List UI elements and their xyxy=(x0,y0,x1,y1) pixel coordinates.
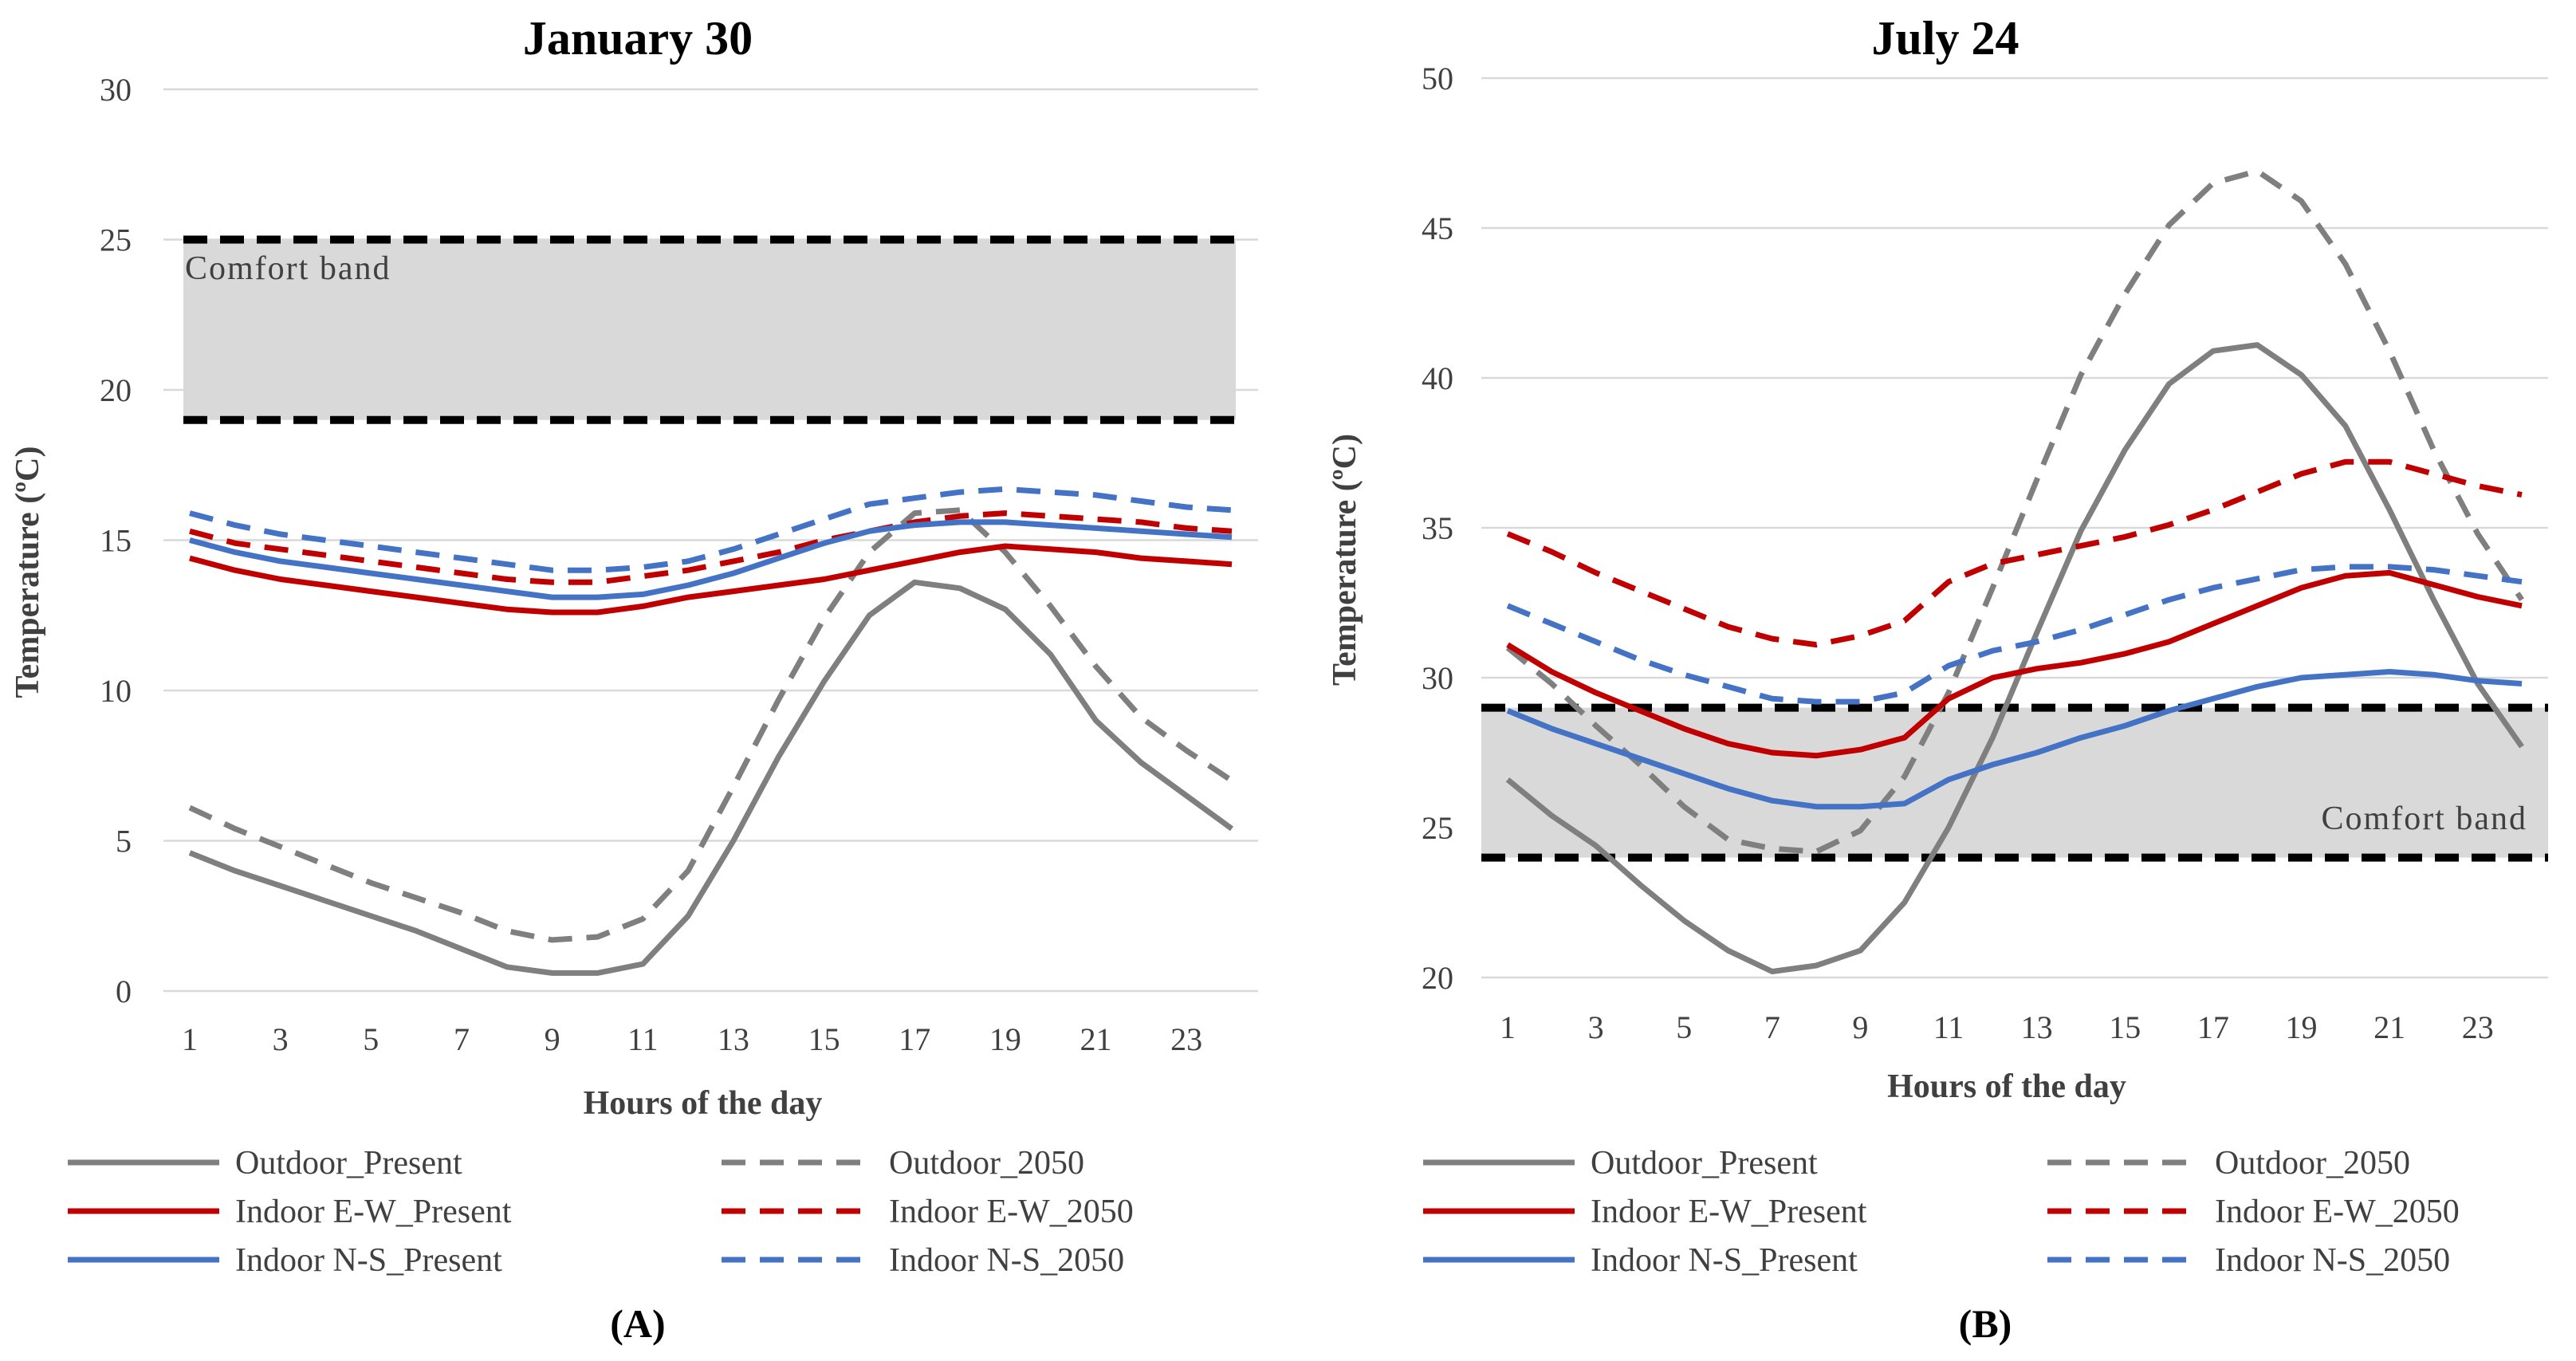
x-tick-label: 13 xyxy=(2021,1009,2053,1045)
y-tick-label: 45 xyxy=(1422,210,1453,246)
legend-label: Outdoor_Present xyxy=(1591,1145,1818,1182)
legend-label: Indoor E-W_2050 xyxy=(2215,1194,2460,1230)
legend-label: Indoor E-W_2050 xyxy=(889,1194,1134,1230)
x-tick-label: 15 xyxy=(808,1021,840,1057)
x-tick-label: 21 xyxy=(2373,1009,2405,1045)
series-line-outdoor-present xyxy=(188,579,1234,976)
y-tick-label: 20 xyxy=(100,372,132,408)
x-tick-label: 11 xyxy=(1933,1009,1964,1045)
x-tick-label: 23 xyxy=(2462,1009,2494,1045)
legend-label: Indoor N-S_2050 xyxy=(2215,1242,2450,1279)
x-tick-label: 17 xyxy=(899,1021,930,1057)
y-tick-label: 50 xyxy=(1422,61,1453,96)
x-tick-label: 1 xyxy=(182,1021,198,1057)
series-line-outdoor-2050 xyxy=(188,507,1233,943)
y-tick-label: 30 xyxy=(100,72,132,108)
x-tick-label: 17 xyxy=(2197,1009,2229,1045)
series-line-outdoor-present xyxy=(1505,342,2524,974)
legend-label: Indoor N-S_2050 xyxy=(889,1242,1124,1279)
panel-label: (B) xyxy=(1959,1301,2012,1346)
legend-label: Indoor E-W_Present xyxy=(1591,1194,1867,1230)
x-tick-label: 15 xyxy=(2109,1009,2141,1045)
comfort-band-label: Comfort band xyxy=(2322,800,2527,837)
y-tick-label: 0 xyxy=(116,974,132,1009)
x-tick-label: 19 xyxy=(2285,1009,2317,1045)
x-tick-label: 21 xyxy=(1080,1021,1112,1057)
legend-label: Indoor N-S_Present xyxy=(1591,1242,1858,1279)
x-tick-label: 7 xyxy=(454,1021,470,1057)
y-axis-label: Temperature (ºC) xyxy=(10,446,46,698)
legend-label: Outdoor_2050 xyxy=(889,1145,1084,1182)
series-line-indoor-n-s-2050 xyxy=(1506,564,2523,705)
series-line-indoor-n-s-present xyxy=(189,519,1233,600)
series-line-indoor-e-w-present xyxy=(1506,569,2523,759)
series-line-outdoor-2050 xyxy=(1505,168,2524,855)
legend-label: Outdoor_Present xyxy=(235,1145,462,1182)
x-axis-label: Hours of the day xyxy=(584,1085,823,1122)
comfort-band-label: Comfort band xyxy=(185,250,391,287)
x-tick-label: 9 xyxy=(1852,1009,1868,1045)
y-tick-label: 25 xyxy=(1422,810,1453,846)
panel-label: (A) xyxy=(610,1301,665,1346)
series-line-indoor-e-w-2050 xyxy=(1506,458,2523,648)
x-tick-label: 23 xyxy=(1170,1021,1202,1057)
y-tick-label: 35 xyxy=(1422,510,1453,546)
legend-label: Indoor E-W_Present xyxy=(235,1194,512,1230)
series-line-indoor-n-s-2050 xyxy=(189,486,1233,573)
x-tick-label: 3 xyxy=(1588,1009,1604,1045)
legend-label: Indoor N-S_Present xyxy=(235,1242,502,1279)
y-tick-label: 5 xyxy=(116,824,132,859)
y-tick-label: 40 xyxy=(1422,360,1453,396)
x-tick-label: 3 xyxy=(273,1021,289,1057)
x-tick-label: 9 xyxy=(545,1021,560,1057)
series-line-indoor-e-w-present xyxy=(189,543,1233,616)
y-tick-label: 10 xyxy=(100,673,132,709)
y-tick-label: 20 xyxy=(1422,960,1453,996)
series-line-indoor-n-s-present xyxy=(1506,669,2523,810)
chart-title: January 30 xyxy=(523,12,753,65)
x-tick-label: 1 xyxy=(1500,1009,1516,1045)
x-tick-label: 19 xyxy=(989,1021,1021,1057)
y-axis-label: Temperature (ºC) xyxy=(1327,434,1363,686)
x-tick-label: 5 xyxy=(363,1021,379,1057)
x-axis-label: Hours of the day xyxy=(1887,1068,2126,1105)
y-tick-label: 30 xyxy=(1422,660,1453,696)
y-tick-label: 15 xyxy=(100,523,132,559)
x-tick-label: 11 xyxy=(627,1021,659,1057)
x-tick-label: 13 xyxy=(718,1021,749,1057)
series-line-indoor-e-w-2050 xyxy=(189,510,1233,585)
y-tick-label: 25 xyxy=(100,222,132,258)
legend-label: Outdoor_2050 xyxy=(2215,1145,2410,1182)
x-tick-label: 5 xyxy=(1676,1009,1692,1045)
chart-title: July 24 xyxy=(1871,12,2019,65)
x-tick-label: 7 xyxy=(1764,1009,1780,1045)
